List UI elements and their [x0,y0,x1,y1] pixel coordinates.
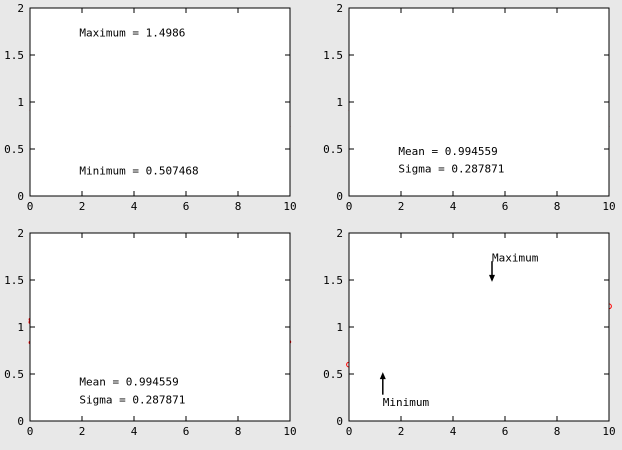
x-tick-label: 8 [235,200,242,213]
x-tick-label: 6 [183,425,190,438]
x-tick-label: 10 [283,425,296,438]
y-tick-label: 0 [17,190,24,203]
x-tick-label: 2 [79,200,86,213]
x-tick-label: 0 [27,200,34,213]
y-tick-label: 1 [17,321,24,334]
y-tick-label: 0.5 [323,368,343,381]
x-tick-label: 0 [346,200,353,213]
y-tick-label: 2 [336,227,343,240]
x-tick-label: 6 [502,425,509,438]
x-tick-label: 8 [235,425,242,438]
arrow-head [379,372,386,380]
annotation: Minimum [383,396,430,409]
y-tick-label: 0.5 [4,143,24,156]
x-tick-label: 0 [27,425,34,438]
annotation: Maximum [492,251,539,264]
x-tick-label: 4 [131,200,138,213]
annotation: Sigma = 0.287871 [79,393,185,406]
y-tick-label: 1.5 [323,274,343,287]
y-tick-label: 0.5 [323,143,343,156]
annotation: Mean = 0.994559 [79,376,178,389]
annotation: Mean = 0.994559 [398,145,497,158]
plot-frame [348,232,610,422]
y-tick-label: 1.5 [323,49,343,62]
x-tick-label: 2 [79,425,86,438]
x-tick-label: 4 [450,200,457,213]
panel-2: 0 2 4 6 8 10 0 0.5 1 1.5 2 Mean = 0.994559 Sigma = 0… [323,2,616,213]
panel-3: 0 2 4 6 8 10 0 0.5 1 1.5 2 Mean = 0.994559 Sigma = 0… [4,227,297,438]
annotation: Maximum = 1.4986 [79,26,185,39]
y-tick-label: 2 [17,227,24,240]
plot-frame [29,7,291,197]
y-tick-label: 0 [336,415,343,428]
y-tick-label: 1.5 [4,49,24,62]
x-tick-label: 8 [554,200,561,213]
x-tick-label: 10 [283,200,296,213]
panel-4: 0 2 4 6 8 10 0 0.5 1 1.5 2 Maximum Minimum [323,227,616,438]
arrow-head [489,274,495,282]
x-tick-label: 10 [602,425,615,438]
x-tick-label: 2 [398,200,405,213]
annotation: Sigma = 0.287871 [398,163,504,176]
x-tick-label: 2 [398,425,405,438]
y-tick-label: 0 [336,190,343,203]
y-tick-label: 0 [17,415,24,428]
panel-1: 0 2 4 6 8 10 0 0.5 1 1.5 2 Maximum = 1.4986 Minimum … [4,2,297,213]
x-tick-label: 6 [183,200,190,213]
x-tick-label: 4 [131,425,138,438]
x-tick-label: 0 [346,425,353,438]
y-tick-label: 1 [336,321,343,334]
x-tick-label: 4 [450,425,457,438]
y-tick-label: 2 [17,2,24,15]
y-tick-label: 2 [336,2,343,15]
x-tick-label: 6 [502,200,509,213]
y-tick-label: 1.5 [4,274,24,287]
y-tick-label: 1 [17,96,24,109]
x-tick-label: 10 [602,200,615,213]
x-tick-label: 8 [554,425,561,438]
y-tick-label: 0.5 [4,368,24,381]
y-tick-label: 1 [336,96,343,109]
annotation: Minimum = 0.507468 [79,165,198,178]
